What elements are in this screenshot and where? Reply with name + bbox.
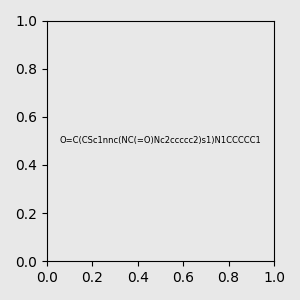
Text: O=C(CSc1nnc(NC(=O)Nc2ccccc2)s1)N1CCCCC1: O=C(CSc1nnc(NC(=O)Nc2ccccc2)s1)N1CCCCC1	[59, 136, 261, 146]
